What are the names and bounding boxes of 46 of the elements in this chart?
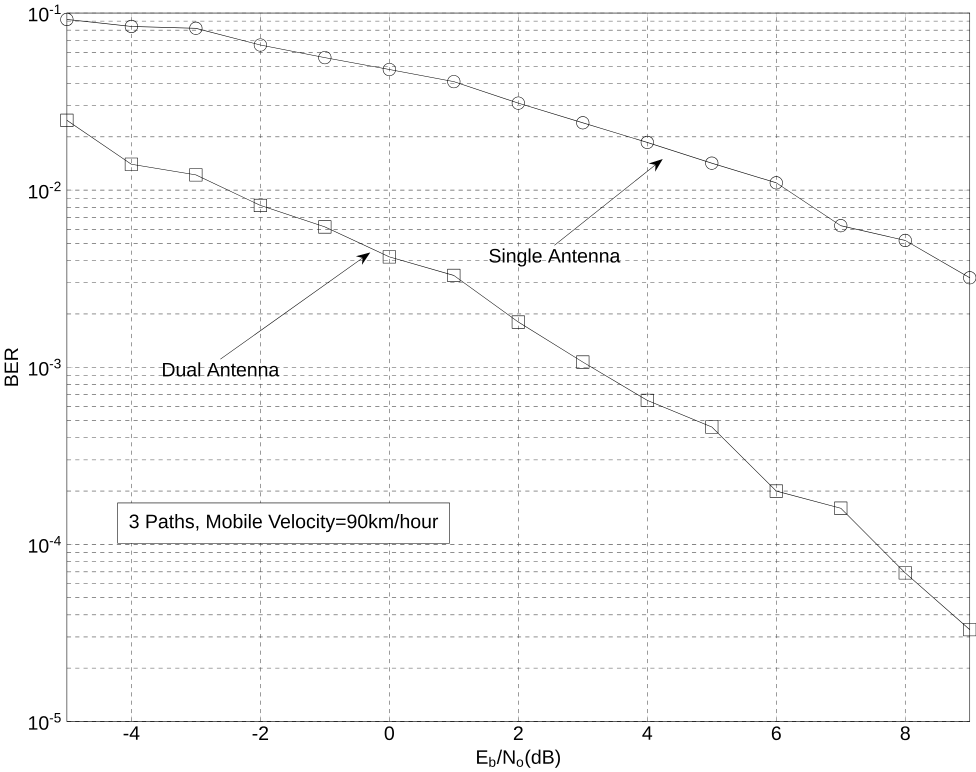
x-tick-label: 6	[772, 726, 781, 740]
point	[770, 484, 783, 498]
point	[447, 268, 460, 282]
x-tick-label: 2	[514, 726, 523, 740]
y-tick-label: 10$^{-1}$	[29, 4, 61, 22]
point	[576, 355, 590, 368]
point	[318, 50, 332, 64]
point	[318, 220, 332, 234]
y-tick-label: 10$^{-2}$	[29, 181, 61, 198]
point	[705, 420, 718, 434]
y-tick-label: 10$^{-4}$	[29, 536, 61, 553]
point	[189, 22, 202, 35]
point	[512, 315, 525, 328]
annotation: Single Antenna	[489, 248, 620, 266]
point	[512, 96, 525, 110]
y-tick-label: 10$^{-5}$	[29, 712, 61, 730]
y-tick-label: 10$^{-3}$	[29, 358, 61, 376]
point	[770, 176, 783, 190]
x-tick-label: -2	[252, 726, 268, 740]
point	[963, 271, 976, 284]
point	[898, 566, 912, 580]
point	[382, 62, 396, 76]
point	[640, 394, 654, 407]
point	[124, 158, 138, 171]
point	[576, 116, 590, 130]
point	[60, 114, 74, 127]
point	[254, 38, 267, 52]
point	[254, 198, 267, 212]
x-tick-label: -4	[124, 726, 140, 740]
x-axis-title: E$_{b}$/N$_{o}$(dB)	[477, 749, 560, 768]
x-tick-label: 8	[900, 726, 910, 740]
point	[834, 218, 848, 232]
point	[898, 234, 912, 247]
annotation: 3 Paths, Mobile Velocity=90km/hour	[129, 514, 438, 532]
point	[124, 20, 138, 33]
point	[640, 136, 654, 149]
point	[60, 12, 74, 26]
x-tick-label: 0	[384, 726, 394, 740]
annotation: Dual Antenna	[163, 362, 280, 376]
point	[447, 74, 460, 88]
point	[382, 250, 396, 264]
point	[834, 501, 848, 515]
y-axis-title: BER	[4, 348, 18, 386]
x-tick-label: 4	[642, 726, 652, 740]
point	[705, 156, 718, 170]
point	[189, 168, 202, 182]
